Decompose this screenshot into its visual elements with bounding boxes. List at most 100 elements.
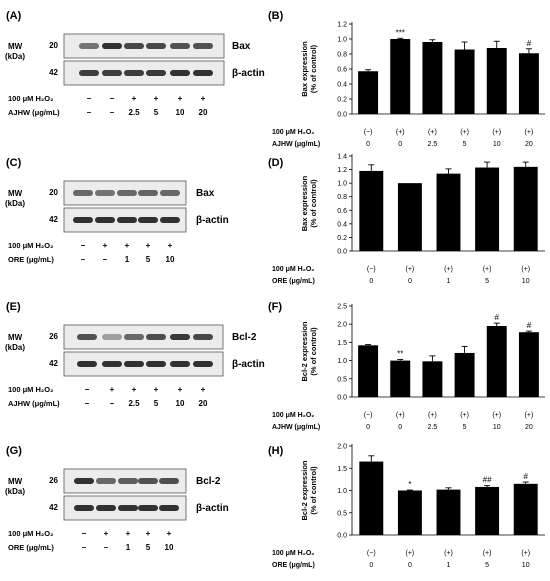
blot-band — [193, 361, 213, 367]
protein-label: Bax — [232, 41, 251, 52]
blot-band — [77, 334, 97, 340]
mw-marker: 42 — [49, 359, 58, 368]
blot-band — [74, 505, 94, 511]
blot-band — [95, 217, 115, 223]
treatment-dose: 5 — [146, 255, 151, 264]
bar — [359, 170, 384, 251]
x-row1-label: (+) — [444, 550, 453, 557]
mw-label: MW — [8, 189, 23, 198]
treatment-sign: + — [178, 385, 183, 394]
x-row2-label: 10 — [493, 424, 501, 431]
y-tick-label: 1.0 — [337, 37, 347, 44]
blot-panel-E: (E) MW(kDa) 26 Bcl-2 42 β-actin 100 μM H₂O₂ AJH… — [5, 301, 265, 408]
x-row2-name: AJHW (μg/mL) — [272, 424, 320, 431]
y-axis-label: Bax expression — [300, 41, 309, 97]
treatment-sign: + — [154, 385, 159, 394]
x-row1-label: (+) — [396, 412, 405, 419]
y-tick-label: 0.6 — [337, 67, 347, 74]
blot-band — [118, 505, 138, 511]
treatment-label: 100 μM H₂O₂ — [8, 385, 53, 394]
panel-label: (A) — [6, 10, 22, 22]
x-row2-name: ORE (μg/mL) — [272, 562, 315, 569]
bar — [397, 490, 422, 535]
treatment-sign: − — [85, 385, 90, 394]
protein-label: β-actin — [196, 215, 229, 226]
x-row1-label: (+) — [406, 266, 415, 273]
bar — [436, 489, 461, 535]
blot-band — [124, 43, 144, 49]
y-tick-label: 1.0 — [337, 488, 347, 495]
treatment-dose: – — [104, 543, 109, 552]
treatment-dose: 5 — [154, 399, 159, 408]
y-tick-label: 0.8 — [337, 194, 347, 201]
y-tick-label: 0.4 — [337, 221, 347, 228]
y-tick-label: 2.5 — [337, 304, 347, 311]
mw-label: MW — [8, 42, 23, 51]
panel-label: (E) — [6, 301, 21, 313]
mw-unit: (kDa) — [5, 199, 25, 208]
x-row2-label: 2.5 — [428, 424, 438, 431]
treatment-label: 100 μM H₂O₂ — [8, 529, 53, 538]
x-row2-label: 2.5 — [428, 141, 438, 148]
treatment-sign: + — [167, 529, 172, 538]
x-row2-label: 5 — [463, 424, 467, 431]
y-tick-label: 2.0 — [337, 322, 347, 329]
x-row2-label: 5 — [485, 278, 489, 285]
bar — [486, 48, 507, 114]
blot-band — [170, 334, 190, 340]
bar — [518, 53, 539, 114]
y-tick-label: 0.0 — [337, 395, 347, 402]
x-row1-label: (+) — [525, 129, 534, 136]
treatment-sign: − — [82, 529, 87, 538]
x-row1-name: 100 μM H₂O₂ — [272, 266, 314, 273]
treatment-sign: + — [126, 529, 131, 538]
mw-marker: 26 — [49, 476, 58, 485]
treatment-label: AJHW (μg/mL) — [8, 399, 60, 408]
mw-unit: (kDa) — [5, 343, 25, 352]
blot-band — [170, 70, 190, 76]
protein-label: β-actin — [232, 359, 265, 370]
x-row2-label: 10 — [493, 141, 501, 148]
treatment-dose: 10 — [176, 108, 185, 117]
bar — [359, 461, 384, 535]
x-row1-label: (+) — [396, 129, 405, 136]
blot-band — [117, 217, 137, 223]
significance-mark: # — [523, 472, 528, 481]
x-row2-label: 10 — [522, 278, 530, 285]
y-tick-label: 1.5 — [337, 340, 347, 347]
bar — [390, 360, 411, 397]
bar — [358, 71, 379, 114]
x-row2-label: 1 — [447, 278, 451, 285]
bar — [422, 361, 443, 397]
treatment-sign: − — [110, 94, 115, 103]
blot-band — [146, 334, 166, 340]
y-tick-label: 0.5 — [337, 376, 347, 383]
x-row1-label: (+) — [444, 266, 453, 273]
treatment-label: AJHW (μg/mL) — [8, 108, 60, 117]
mw-marker: 26 — [49, 332, 58, 341]
y-axis-label: Bax expression — [300, 175, 309, 231]
treatment-sign: + — [110, 385, 115, 394]
bar — [513, 166, 538, 251]
y-tick-label: 1.2 — [337, 167, 347, 174]
treatment-dose: – — [110, 108, 115, 117]
treatment-dose: 5 — [146, 543, 151, 552]
significance-mark: ** — [397, 350, 403, 359]
bar — [454, 49, 475, 114]
blot-band — [146, 361, 166, 367]
x-row2-label: 0 — [369, 278, 373, 285]
mw-marker: 42 — [49, 503, 58, 512]
blot-panel-A: (A) MW(kDa) 20 Bax 42 β-actin 100 μM H₂O₂ AJHW … — [5, 10, 265, 117]
bar-chart-D: (D) Bax expression (% of control) 0.0 0.2 0.4… — [268, 154, 545, 285]
y-tick-label: 0.0 — [337, 249, 347, 256]
panel-label: (D) — [268, 157, 284, 169]
mw-marker: 42 — [49, 215, 58, 224]
significance-mark: ## — [483, 476, 492, 485]
treatment-dose: – — [81, 255, 86, 264]
blot-band — [138, 217, 158, 223]
blot-band — [102, 334, 122, 340]
treatment-sign: + — [103, 241, 108, 250]
y-tick-label: 0.0 — [337, 533, 347, 540]
treatment-dose: – — [85, 399, 90, 408]
bar — [454, 352, 475, 397]
